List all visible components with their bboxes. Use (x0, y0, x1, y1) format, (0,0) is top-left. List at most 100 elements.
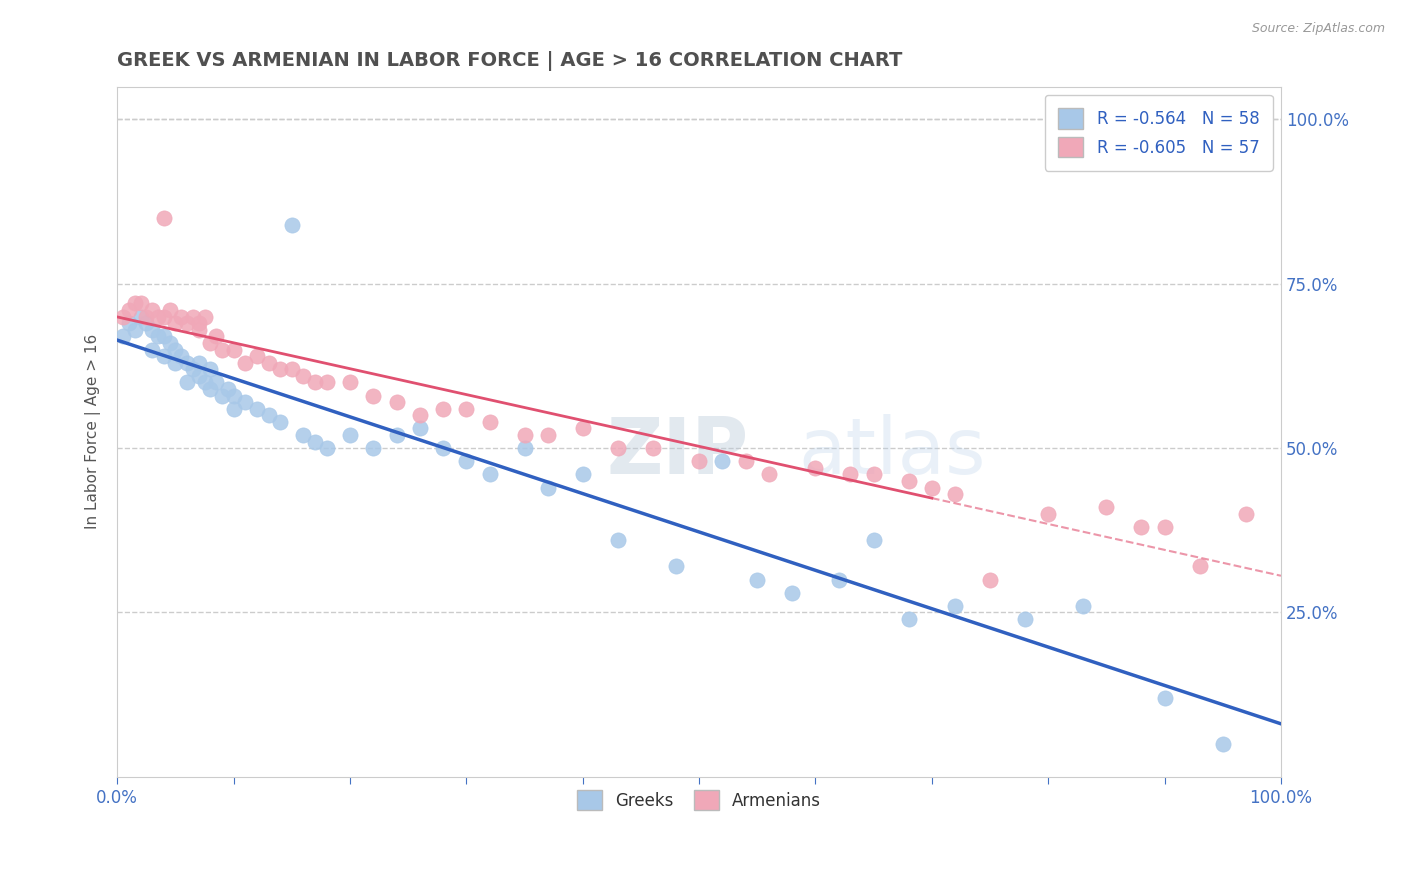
Text: GREEK VS ARMENIAN IN LABOR FORCE | AGE > 16 CORRELATION CHART: GREEK VS ARMENIAN IN LABOR FORCE | AGE >… (117, 51, 903, 70)
Point (141, 343, 163, 357)
Point (200, 362, 222, 376)
Point (456, 454, 478, 468)
Point (200, 382, 222, 396)
Point (141, 323, 163, 337)
Point (233, 395, 256, 409)
Point (537, 481, 560, 495)
Point (141, 303, 163, 318)
Point (129, 296, 152, 310)
Point (862, 467, 884, 482)
Point (135, 316, 157, 330)
Point (187, 368, 209, 383)
Point (361, 388, 384, 402)
Point (537, 428, 560, 442)
Point (315, 376, 337, 390)
Point (153, 211, 176, 225)
Point (165, 343, 187, 357)
Point (124, 296, 146, 310)
Point (897, 474, 920, 488)
Point (1014, 612, 1036, 626)
Point (828, 573, 851, 587)
Point (170, 310, 193, 324)
Point (711, 454, 734, 468)
Point (187, 356, 209, 370)
Point (641, 441, 664, 455)
Point (456, 401, 478, 416)
Point (153, 310, 176, 324)
Point (159, 303, 181, 318)
Point (146, 329, 169, 343)
Point (571, 467, 593, 482)
Point (606, 533, 628, 548)
Point (118, 303, 141, 318)
Point (112, 310, 135, 324)
Point (1234, 507, 1257, 521)
Point (665, 559, 688, 574)
Point (385, 395, 408, 409)
Point (217, 382, 239, 396)
Legend: Greeks, Armenians: Greeks, Armenians (564, 777, 835, 823)
Point (233, 356, 256, 370)
Point (862, 533, 884, 548)
Point (839, 467, 862, 482)
Point (193, 310, 215, 324)
Point (211, 343, 233, 357)
Point (193, 376, 215, 390)
Point (758, 467, 780, 482)
Point (176, 376, 198, 390)
Point (385, 428, 408, 442)
Point (478, 415, 501, 429)
Point (804, 460, 827, 475)
Point (513, 441, 536, 455)
Point (222, 343, 245, 357)
Point (292, 368, 315, 383)
Point (187, 316, 209, 330)
Point (292, 428, 315, 442)
Point (176, 316, 198, 330)
Point (159, 335, 181, 350)
Text: ZIP: ZIP (606, 415, 748, 491)
Point (246, 401, 269, 416)
Point (124, 323, 146, 337)
Point (112, 329, 135, 343)
Point (478, 467, 501, 482)
Point (943, 487, 966, 501)
Point (734, 454, 756, 468)
Point (979, 573, 1001, 587)
Point (1038, 507, 1060, 521)
Point (409, 421, 432, 435)
Point (1095, 500, 1118, 515)
Point (211, 388, 233, 402)
Point (921, 481, 943, 495)
Point (339, 428, 361, 442)
Point (176, 356, 198, 370)
Point (269, 362, 291, 376)
Point (513, 428, 536, 442)
Point (943, 599, 966, 613)
Point (780, 586, 803, 600)
Point (257, 356, 280, 370)
Point (304, 376, 326, 390)
Point (181, 362, 204, 376)
Point (1071, 599, 1094, 613)
Point (146, 310, 169, 324)
Point (165, 316, 187, 330)
Point (153, 349, 176, 363)
Point (269, 415, 291, 429)
Point (222, 388, 245, 402)
Point (129, 310, 152, 324)
Text: atlas: atlas (799, 415, 986, 491)
Point (135, 310, 157, 324)
Point (1212, 737, 1234, 751)
Point (315, 441, 337, 455)
Point (200, 335, 222, 350)
Point (747, 573, 769, 587)
Point (1153, 690, 1175, 705)
Point (170, 349, 193, 363)
Point (205, 376, 228, 390)
Point (1188, 559, 1211, 574)
Point (1130, 520, 1153, 534)
Point (187, 323, 209, 337)
Point (571, 421, 593, 435)
Y-axis label: In Labor Force | Age > 16: In Labor Force | Age > 16 (86, 334, 101, 529)
